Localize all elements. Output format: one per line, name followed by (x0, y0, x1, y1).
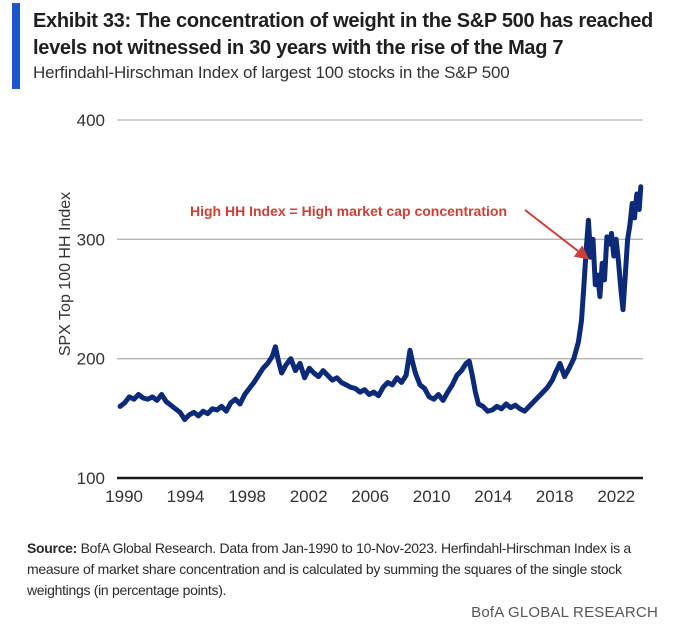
annotation-text: High HH Index = High market cap concentr… (190, 203, 507, 219)
x-tick-label: 1990 (105, 487, 143, 506)
exhibit-subtitle: Herfindahl-Hirschman Index of largest 10… (33, 63, 510, 82)
x-tick-label: 2014 (474, 487, 512, 506)
x-tick-label: 2010 (413, 487, 451, 506)
y-tick-label: 100 (77, 469, 105, 488)
annotation-arrow (524, 209, 579, 252)
brand-footer: BofA GLOBAL RESEARCH (471, 604, 658, 621)
y-tick-labels: 100 200 300 400 (77, 111, 105, 488)
source-text: BofA Global Research. Data from Jan-1990… (27, 540, 631, 598)
y-tick-label: 200 (77, 350, 105, 369)
x-tick-label: 2022 (597, 487, 635, 506)
x-tick-label: 2006 (351, 487, 389, 506)
series-line (117, 184, 644, 422)
series-layer (117, 184, 644, 422)
x-tick-label: 1994 (167, 487, 205, 506)
x-tick-label: 1998 (228, 487, 266, 506)
y-tick-label: 400 (77, 111, 105, 130)
hh-index-chart: 100 200 300 400 1990 1994 1998 2002 2006 2010 201… (57, 111, 644, 506)
source-note: Source: BofA Global Research. Data from … (27, 538, 667, 601)
source-label: Source: (27, 540, 78, 556)
annotation-layer: High HH Index = High market cap concentr… (190, 203, 590, 260)
y-axis-label: SPX Top 100 HH Index (57, 192, 74, 356)
gridlines (117, 119, 643, 480)
x-tick-label: 2018 (536, 487, 574, 506)
exhibit-title: Exhibit 33: The concentration of weight … (33, 10, 653, 59)
annotation-arrow-head (573, 245, 590, 260)
x-tick-labels: 1990 1994 1998 2002 2006 2010 2014 2018 2022 (105, 487, 635, 506)
y-tick-label: 300 (77, 230, 105, 249)
x-tick-label: 2002 (290, 487, 328, 506)
exhibit-accent-bar (12, 3, 20, 89)
